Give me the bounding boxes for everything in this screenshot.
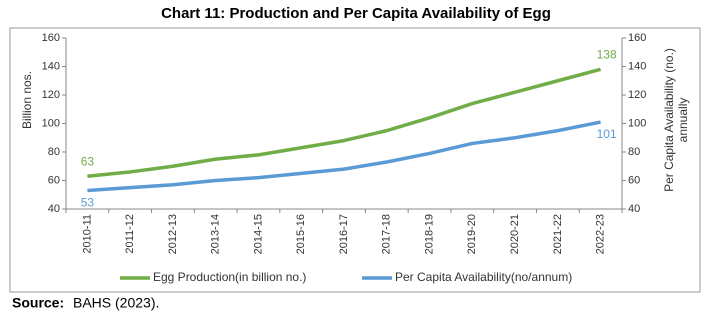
x-tick-label: 2019-20 bbox=[466, 214, 478, 254]
x-tick-label: 2016-17 bbox=[338, 214, 350, 254]
data-label: 101 bbox=[597, 127, 617, 141]
data-label: 63 bbox=[81, 154, 95, 168]
legend-label: Per Capita Availability(no/annum) bbox=[395, 270, 572, 284]
x-tick-label: 2011-12 bbox=[124, 214, 136, 254]
chart-title: Chart 11: Production and Per Capita Avai… bbox=[161, 5, 551, 22]
chart-frame bbox=[9, 27, 701, 293]
y2-tick-label: 140 bbox=[628, 60, 646, 72]
y-tick-label: 140 bbox=[42, 60, 60, 72]
y-tick-label: 160 bbox=[42, 32, 60, 44]
series-line bbox=[87, 120, 601, 193]
x-tick-label: 2018-19 bbox=[423, 214, 435, 254]
y-tick-label: 40 bbox=[48, 203, 60, 215]
x-tick-label: 2010-11 bbox=[81, 214, 93, 254]
source-label: Source: bbox=[12, 295, 64, 311]
y-tick-label: 100 bbox=[42, 117, 60, 129]
x-tick-label: 2014-15 bbox=[252, 214, 264, 254]
y-axis-label: Billion nos. bbox=[20, 71, 34, 129]
y2-tick-label: 100 bbox=[628, 117, 646, 129]
y-tick-label: 80 bbox=[48, 146, 60, 158]
x-tick-label: 2021-22 bbox=[552, 214, 564, 254]
source-text: BAHS (2023). bbox=[73, 295, 159, 311]
y2-axis-label: Per Capita Availability (no.) bbox=[662, 48, 676, 192]
y2-tick-label: 40 bbox=[628, 203, 640, 215]
series-line bbox=[87, 67, 602, 178]
y-tick-label: 120 bbox=[42, 89, 60, 101]
y2-tick-label: 120 bbox=[628, 89, 646, 101]
y2-axis-label: annually bbox=[676, 98, 690, 143]
data-label: 53 bbox=[81, 196, 95, 210]
y-tick-label: 60 bbox=[48, 174, 60, 186]
x-tick-label: 2013-14 bbox=[210, 214, 222, 254]
x-tick-label: 2012-13 bbox=[167, 214, 179, 254]
x-tick-label: 2015-16 bbox=[295, 214, 307, 254]
data-label: 138 bbox=[597, 48, 617, 62]
x-tick-label: 2022-23 bbox=[595, 214, 607, 254]
y2-tick-label: 80 bbox=[628, 146, 640, 158]
x-tick-label: 2020-21 bbox=[509, 214, 521, 254]
legend-label: Egg Production(in billion no.) bbox=[153, 270, 306, 284]
y2-tick-label: 160 bbox=[628, 32, 646, 44]
x-tick-label: 2017-18 bbox=[381, 214, 393, 254]
y2-tick-label: 60 bbox=[628, 174, 640, 186]
